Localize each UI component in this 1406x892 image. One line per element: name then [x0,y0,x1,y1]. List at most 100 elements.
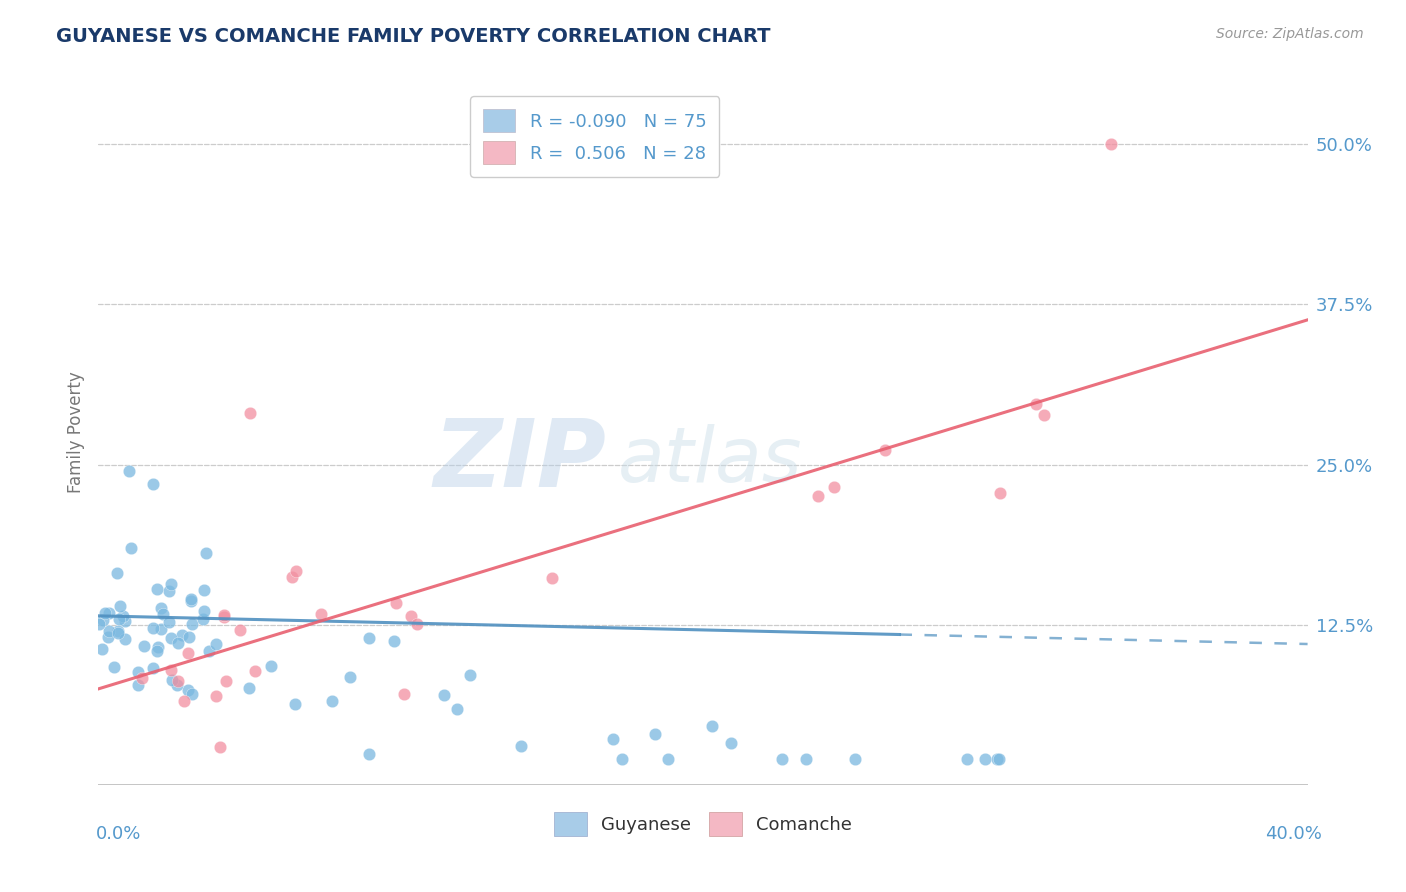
Point [177,630,200,644]
Point [844,752,866,766]
Point [446,702,468,716]
Point [142,661,165,675]
Point [193,582,215,597]
Point [339,670,361,684]
Point [394,687,416,701]
Point [205,637,228,651]
Point [657,752,679,766]
Point [602,732,624,747]
Point [145,643,167,657]
Point [167,674,190,689]
Point [875,443,897,458]
Point [384,596,406,610]
Point [107,624,129,638]
Point [120,541,142,556]
Point [987,752,1010,766]
Point [127,665,149,680]
Point [177,682,200,697]
Legend: Guyanese, Comanche: Guyanese, Comanche [547,805,859,843]
Point [193,604,215,618]
Y-axis label: Family Poverty: Family Poverty [66,372,84,493]
Point [208,739,231,754]
Point [193,612,215,626]
Point [610,752,633,766]
Point [181,687,204,701]
Point [157,615,180,630]
Point [357,747,380,762]
Text: atlas: atlas [619,424,803,498]
Point [173,694,195,708]
Point [807,490,830,504]
Point [284,697,307,711]
Point [114,632,136,646]
Point [280,570,302,584]
Point [97,624,120,638]
Point [238,681,260,696]
Point [284,564,307,578]
Point [433,688,456,702]
Point [309,607,332,622]
Point [103,660,125,674]
Point [180,617,202,632]
Point [105,566,128,581]
Point [91,613,114,627]
Point [107,626,129,640]
Point [97,630,120,644]
Point [150,622,173,636]
Point [510,739,533,753]
Point [205,690,228,704]
Point [194,546,217,560]
Point [157,584,180,599]
Point [986,752,1008,766]
Point [974,752,997,766]
Point [160,576,183,591]
Point [956,752,979,766]
Point [98,607,121,621]
Point [118,464,141,478]
Point [111,609,134,624]
Point [988,486,1011,500]
Point [160,663,183,677]
Text: ZIP: ZIP [433,415,606,507]
Point [644,727,666,741]
Text: Source: ZipAtlas.com: Source: ZipAtlas.com [1216,27,1364,41]
Point [239,406,262,420]
Point [399,609,422,624]
Point [114,614,136,628]
Point [212,610,235,624]
Point [720,736,742,750]
Point [142,476,165,491]
Point [197,644,219,658]
Point [91,642,114,657]
Point [215,674,238,689]
Point [770,752,793,766]
Point [107,612,129,626]
Point [146,640,169,655]
Point [212,607,235,622]
Point [177,646,200,660]
Point [260,659,283,673]
Point [406,616,429,631]
Point [166,677,188,691]
Point [357,631,380,645]
Point [167,636,190,650]
Point [131,671,153,685]
Text: 40.0%: 40.0% [1265,825,1322,843]
Point [170,628,193,642]
Point [89,616,111,631]
Point [794,752,817,766]
Point [94,606,117,620]
Point [146,582,169,597]
Point [540,571,562,585]
Point [1025,397,1047,411]
Point [159,631,181,645]
Point [228,624,250,638]
Point [702,719,724,733]
Point [382,633,405,648]
Point [132,639,155,653]
Point [180,591,202,606]
Point [823,480,845,494]
Point [127,678,149,692]
Point [243,665,266,679]
Point [108,599,131,614]
